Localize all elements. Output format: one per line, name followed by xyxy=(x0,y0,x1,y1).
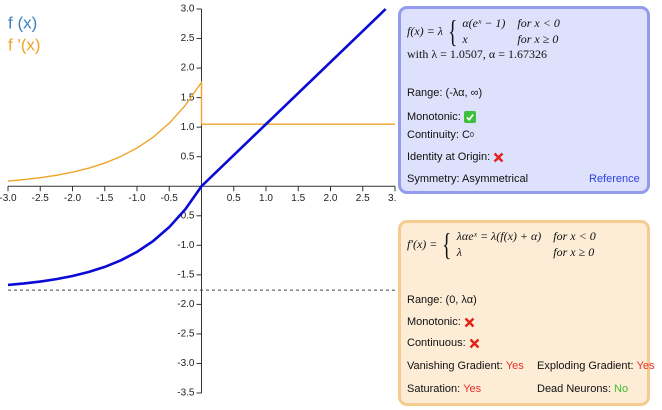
value: Yes xyxy=(463,383,482,395)
identity: Identity at Origin: xyxy=(407,151,504,163)
case-cond: for x ≥ 0 xyxy=(553,244,595,259)
label: Continuous: xyxy=(407,337,466,349)
case: α(eˣ − 1) xyxy=(462,15,506,30)
x-tick-label: -2.5 xyxy=(32,193,50,204)
x-tick-label: -3.0 xyxy=(0,193,17,204)
value: Yes xyxy=(505,360,524,372)
reference-link[interactable]: Reference xyxy=(589,173,640,185)
label: Monotonic: xyxy=(407,316,461,328)
case-cond: for x < 0 xyxy=(517,15,560,30)
formula-lhs: f′(x) = xyxy=(407,236,438,251)
x-tick-label: -0.5 xyxy=(161,193,179,204)
range: Range: (0, λα) xyxy=(407,294,477,306)
label: Exploding Gradient: xyxy=(537,360,634,372)
formula: f′(x) = { λαeˣ = λ(f(x) + α) for x < 0 λ… xyxy=(407,228,596,260)
x-tick-label: -1.0 xyxy=(128,193,146,204)
legend-entry: f (x) xyxy=(8,13,37,32)
dead-neurons: Dead Neurons: No xyxy=(537,383,628,395)
monotonic: Monotonic: xyxy=(407,111,476,123)
y-tick-label: -3.5 xyxy=(177,388,195,399)
x-tick-label: 3.0 xyxy=(388,193,396,204)
label: Saturation: xyxy=(407,383,461,395)
y-tick-label: 2.0 xyxy=(181,63,195,74)
symmetry: Symmetry: Asymmetrical xyxy=(407,173,529,185)
label: Dead Neurons: xyxy=(537,383,611,395)
y-tick-label: 3.0 xyxy=(181,4,195,15)
label: Continuity: C xyxy=(407,129,470,141)
brace: { xyxy=(442,226,452,262)
y-tick-label: -2.0 xyxy=(177,299,195,310)
cross-icon xyxy=(469,338,480,348)
y-tick-label: -2.5 xyxy=(177,329,195,340)
y-tick-label: -1.0 xyxy=(177,240,195,251)
formula-cases: λαeˣ = λ(f(x) + α) for x < 0 λ for x ≥ 0 xyxy=(457,229,596,260)
x-tick-label: -2.0 xyxy=(64,193,82,204)
x-tick-label: 1.0 xyxy=(259,193,273,204)
x-tick-label: 2.5 xyxy=(356,193,370,204)
superscript: 0 xyxy=(469,131,474,139)
formula-cases: α(eˣ − 1) for x < 0 x for x ≥ 0 xyxy=(462,16,560,47)
monotonic: Monotonic: xyxy=(407,316,475,328)
range: Range: (-λα, ∞) xyxy=(407,87,483,99)
case: λ xyxy=(456,244,462,259)
derivative-panel: f′(x) = { λαeˣ = λ(f(x) + α) for x < 0 λ… xyxy=(398,220,655,406)
saturation: Saturation: Yes xyxy=(407,383,481,395)
cross-icon xyxy=(493,152,504,162)
label: Identity at Origin: xyxy=(407,151,491,163)
label: Monotonic: xyxy=(407,111,461,123)
function-panel: f(x) = λ { α(eˣ − 1) for x < 0 x for x ≥… xyxy=(398,6,650,194)
series-line xyxy=(7,8,387,287)
cross-icon xyxy=(464,317,475,327)
case: λαeˣ = λ(f(x) + α) xyxy=(456,228,542,243)
y-tick-label: 0.5 xyxy=(181,151,195,162)
vanishing: Vanishing Gradient: Yes xyxy=(407,360,524,372)
case-cond: for x ≥ 0 xyxy=(517,31,559,46)
x-tick-label: 1.5 xyxy=(291,193,305,204)
case: x xyxy=(462,31,468,46)
brace: { xyxy=(448,13,458,49)
chart: -3.0 -2.5 -2.0 -1.5 -1.0 -0.5 0.5 1.0 1.5 2.0 2.5 3… xyxy=(0,4,396,399)
continuous: Continuous: xyxy=(407,337,480,349)
y-tick-label: 1.5 xyxy=(181,92,195,103)
case-cond: for x < 0 xyxy=(553,228,596,243)
value: Yes xyxy=(636,360,655,372)
label: Vanishing Gradient: xyxy=(407,360,503,372)
y-tick-label: -0.5 xyxy=(177,210,195,221)
params: with λ = 1.0507, α = 1.67326 xyxy=(407,47,547,61)
formula-lhs: f(x) = λ xyxy=(407,23,443,38)
value: No xyxy=(614,383,629,395)
x-tick-label: 2.0 xyxy=(324,193,338,204)
y-tick-label: 1.0 xyxy=(181,122,195,133)
y-tick-label: -1.5 xyxy=(177,269,195,280)
check-icon xyxy=(463,111,476,123)
x-tick-label: 0.5 xyxy=(227,193,241,204)
y-tick-label: 2.5 xyxy=(181,33,195,44)
legend-entry: f '(x) xyxy=(8,35,41,54)
formula: f(x) = λ { α(eˣ − 1) for x < 0 x for x ≥… xyxy=(407,15,560,47)
x-tick-label: -1.5 xyxy=(96,193,114,204)
series-line xyxy=(7,80,395,182)
y-tick-label: -3.0 xyxy=(177,358,195,369)
exploding: Exploding Gradient: Yes xyxy=(537,360,655,372)
